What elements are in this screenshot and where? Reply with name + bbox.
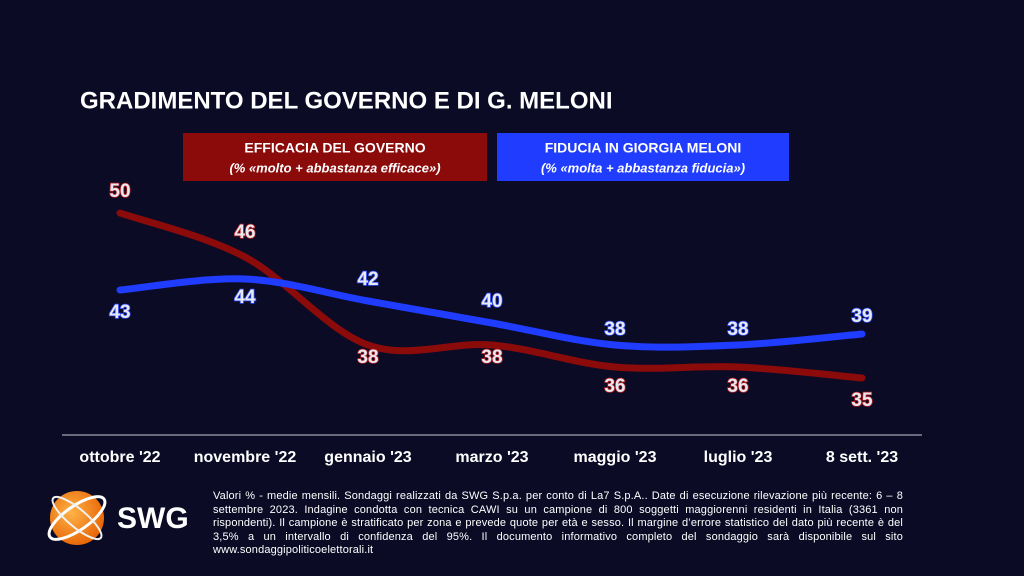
series-line	[116, 209, 866, 382]
logo-orbit	[47, 495, 107, 541]
data-label: 40	[481, 291, 502, 312]
x-tick-label: luglio '23	[704, 449, 773, 466]
data-label: 39	[851, 306, 872, 327]
data-label: 50	[109, 181, 130, 202]
legend-label: EFFICACIA DEL GOVERNO	[244, 140, 425, 156]
data-label: 38	[481, 347, 502, 368]
data-label: 38	[357, 347, 378, 368]
data-label: 43	[109, 302, 130, 323]
series-line	[116, 275, 866, 351]
logo-globe	[50, 491, 104, 545]
legend-label: FIDUCIA IN GIORGIA MELONI	[545, 140, 742, 156]
x-tick-label: marzo '23	[455, 449, 528, 466]
x-tick-label: novembre '22	[194, 449, 297, 466]
footnote: Valori % - medie mensili. Sondaggi reali…	[213, 490, 903, 557]
legend-box	[497, 133, 789, 181]
legend-subtitle: (% «molto + abbastanza efficace»)	[229, 160, 440, 175]
legend-box	[183, 133, 487, 181]
x-tick-label: gennaio '23	[324, 449, 411, 466]
data-label: 38	[604, 319, 625, 340]
data-label: 35	[851, 390, 873, 411]
data-label: 44	[234, 287, 256, 308]
logo: SWG	[47, 491, 189, 545]
logo-text: SWG	[117, 502, 189, 535]
data-label: 38	[727, 319, 748, 340]
logo-orbit	[51, 495, 103, 541]
chart-title: GRADIMENTO DEL GOVERNO E DI G. MELONI	[80, 87, 613, 114]
data-label: 42	[357, 269, 378, 290]
data-label: 36	[727, 376, 748, 397]
legend-subtitle: (% «molta + abbastanza fiducia»)	[541, 160, 745, 175]
x-tick-label: 8 sett. '23	[826, 449, 898, 466]
x-tick-label: maggio '23	[574, 449, 657, 466]
data-label: 36	[604, 376, 625, 397]
data-label: 46	[234, 222, 255, 243]
x-tick-label: ottobre '22	[79, 449, 160, 466]
